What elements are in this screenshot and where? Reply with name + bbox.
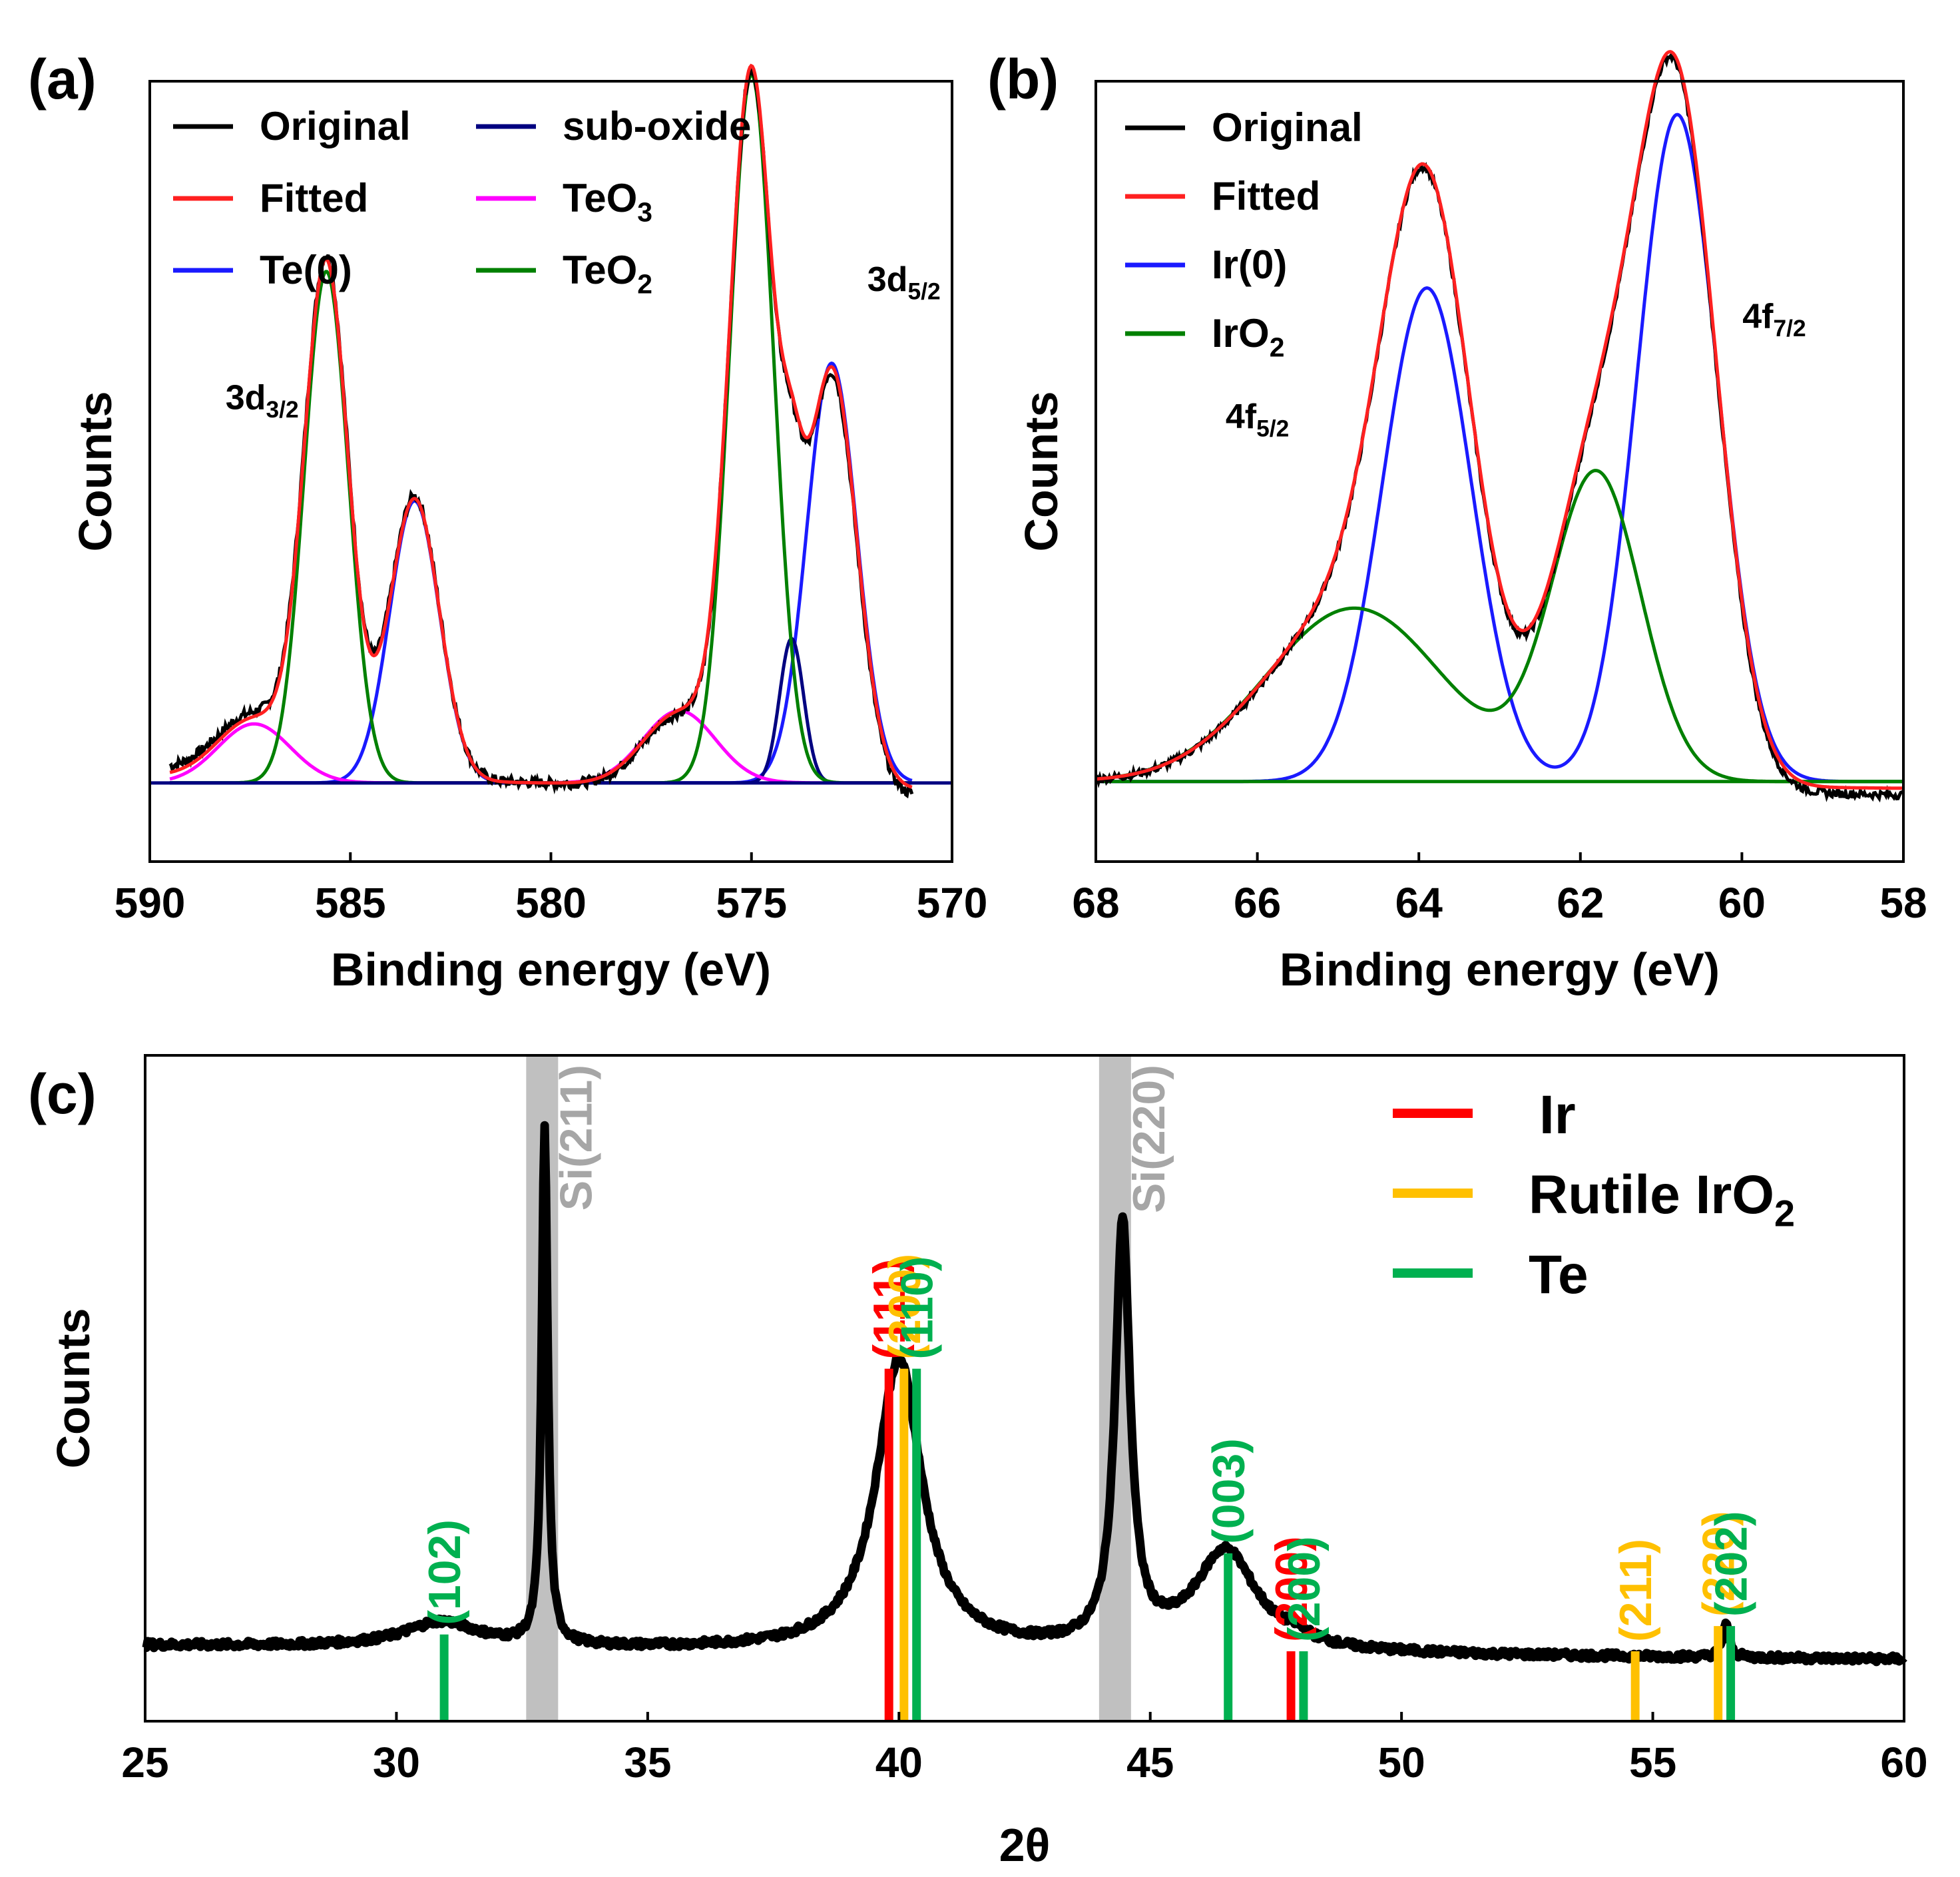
c-ref-label-ir_ref: (200) — [1266, 1536, 1317, 1642]
c-tick-label: 55 — [1629, 1739, 1676, 1786]
c-panel-label: (c) — [28, 1063, 97, 1125]
c-tick-label: 40 — [875, 1739, 923, 1786]
c-ref-label-te_ref: (202) — [1706, 1511, 1757, 1617]
c-si-label: Si(211) — [551, 1065, 601, 1210]
a-panel-label: (a) — [28, 48, 97, 111]
panel-b: 68 66 64 62 60 58 4f5/2 4f7/2 Original Fitted Ir(0… — [987, 48, 1927, 995]
b-annotation: 4f5/2 — [1226, 398, 1289, 441]
c-tick-label: 25 — [121, 1739, 168, 1786]
b-tick-label: 62 — [1557, 879, 1604, 927]
b-frame — [1095, 80, 1905, 863]
c-xlabel: 2θ — [999, 1819, 1051, 1871]
a-tick-label: 570 — [917, 879, 988, 927]
b-tick-label: 58 — [1879, 879, 1927, 927]
c-ref-label-te_ref: (102) — [419, 1519, 470, 1625]
c-tick-label: 45 — [1126, 1739, 1174, 1786]
a-legend-label-teo3: TeO3 — [563, 176, 652, 227]
c-tick-label: 35 — [624, 1739, 671, 1786]
c-ref-label-iro2_ref: (200) — [879, 1254, 930, 1360]
c-ref-label-iro2_ref: (211) — [1610, 1539, 1661, 1642]
b-xlabel: Binding energy (eV) — [1280, 943, 1720, 995]
a-xlabel: Binding energy (eV) — [331, 943, 771, 995]
b-tick-label: 68 — [1072, 879, 1119, 927]
b-series-fitted — [1095, 50, 1903, 790]
b-series-original — [1095, 52, 1904, 803]
panel-c: Si(211) Si(220)(102)(111)(200)(110)(003)(… — [28, 1054, 1928, 1871]
c-si-label: Si(220) — [1124, 1065, 1174, 1213]
a-series-fitted — [169, 63, 913, 789]
b-panel-label: (b) — [987, 48, 1059, 111]
c-frame — [144, 1054, 1905, 1723]
c-ref-label-te_ref: (110) — [892, 1256, 943, 1360]
a-ylabel: Counts — [69, 391, 121, 551]
b-tick-label: 66 — [1234, 879, 1281, 927]
c-legend-label-te_ref: Te — [1529, 1244, 1589, 1305]
c-ref-label-ir_ref: (111) — [864, 1258, 915, 1359]
a-legend-label-te0: Te(0) — [260, 248, 352, 292]
panel-a: 590 585 580 575 570 3d3/2 3d5/2 Original Fitted T… — [28, 48, 987, 995]
c-legend-label-iro2_ref: Rutile IrO2 — [1529, 1165, 1795, 1234]
b-tick-label: 64 — [1395, 879, 1443, 927]
b-legend-label-original: Original — [1212, 105, 1363, 150]
c-legend-label-ir_ref: Ir — [1539, 1085, 1576, 1145]
a-legend-label-subOxide: sub-oxide — [563, 104, 751, 148]
c-ref-label-te_ref: (003) — [1204, 1438, 1254, 1544]
b-tick-label: 60 — [1718, 879, 1766, 927]
c-tick-label: 30 — [373, 1739, 420, 1786]
a-annotation: 3d3/2 — [226, 378, 299, 422]
b-legend-label-te0: Ir(0) — [1212, 242, 1287, 287]
a-tick-label: 590 — [115, 879, 186, 927]
a-legend-label-fitted: Fitted — [260, 176, 368, 220]
c-series-pattern — [142, 1121, 1907, 1667]
a-tick-label: 580 — [515, 879, 587, 927]
c-ref-label-iro2_ref: (220) — [1694, 1511, 1744, 1617]
b-ylabel: Counts — [1015, 391, 1067, 551]
c-ref-label-te_ref: (200) — [1279, 1536, 1330, 1642]
c-tick-label: 50 — [1378, 1739, 1425, 1786]
a-legend-label-original: Original — [260, 104, 411, 148]
b-legend-label-teo2: IrO2 — [1212, 311, 1284, 362]
b-legend-label-fitted: Fitted — [1212, 174, 1320, 218]
a-annotation: 3d5/2 — [867, 260, 941, 304]
c-ylabel: Counts — [47, 1308, 99, 1468]
c-tick-label: 60 — [1880, 1739, 1927, 1786]
a-tick-label: 585 — [315, 879, 386, 927]
b-annotation: 4f7/2 — [1742, 298, 1806, 342]
a-tick-label: 575 — [716, 879, 787, 927]
a-legend-label-teo2: TeO2 — [563, 248, 652, 299]
